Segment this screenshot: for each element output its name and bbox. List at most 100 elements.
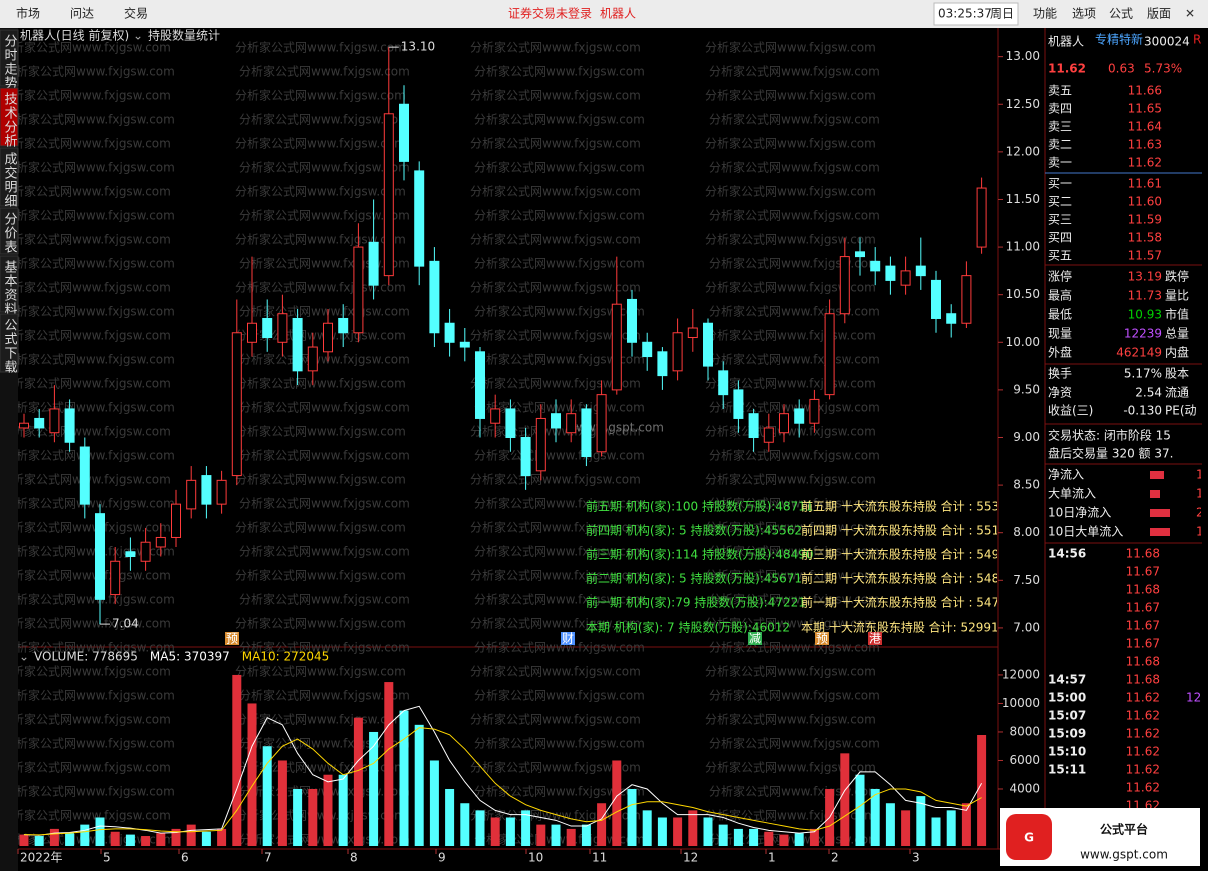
side-tab[interactable]: 分时走势	[2, 34, 18, 90]
quote-pct: 5.73%	[1144, 62, 1182, 76]
bid-label: 买五	[1048, 249, 1072, 263]
chart-layer: 13.10 7.04 前五期 机构(家):100 持股数(万股):48711前五期 …	[19, 40, 997, 846]
event-badge	[748, 632, 762, 645]
tool-item[interactable]: 版面	[1147, 7, 1171, 21]
event-marker[interactable]: 港	[869, 632, 881, 646]
candle-body	[627, 298, 637, 343]
candle-body	[855, 251, 865, 258]
stat-label: 内盘	[1165, 345, 1189, 360]
watermark: 分析家公式网www.fxjgsw.com	[0, 808, 171, 823]
candle-body	[19, 422, 29, 429]
candle-body	[399, 103, 409, 162]
side-tab[interactable]: 分价表	[2, 212, 18, 254]
watermark: 分析家公式网www.fxjgsw.com	[235, 712, 406, 727]
candle-body	[581, 408, 592, 458]
volume-bar	[597, 803, 607, 846]
tick-time: 15:07	[1048, 709, 1086, 723]
side-tab-bg[interactable]	[0, 87, 19, 147]
side-tab[interactable]: 技术分析	[2, 92, 18, 148]
stat-label: 股本	[1165, 367, 1189, 381]
candle-body	[353, 246, 364, 334]
y-tick-label: 12.50	[1006, 97, 1040, 111]
event-marker[interactable]: 财	[562, 632, 574, 646]
watermark: 分析家公式网www.fxjgsw.com	[470, 328, 641, 343]
menu-item[interactable]: 市场	[16, 6, 40, 21]
candle-body	[748, 413, 759, 438]
watermark: 分析家公式网www.fxjgsw.com	[470, 568, 641, 583]
candle-body	[110, 560, 121, 596]
ask-label: 卖一	[1048, 156, 1072, 170]
watermark: 分析家公式网www.fxjgsw.com	[474, 592, 645, 607]
holding-institution: 前三期 机构(家):114 持股数(万股):48490	[586, 547, 814, 562]
tick-price: 11.68	[1126, 673, 1160, 687]
tool-item[interactable]: 功能	[1033, 7, 1057, 21]
volume-bar	[80, 824, 90, 846]
y-tick-label: 6000	[1009, 753, 1040, 767]
candle-body	[79, 446, 90, 505]
close-icon[interactable]: ✕	[1185, 7, 1195, 21]
volume-bar	[703, 817, 713, 846]
watermark: 分析家公式网www.fxjgsw.com	[235, 520, 406, 535]
volume-bar	[627, 788, 637, 846]
indicator-icon: ⌄	[133, 29, 143, 43]
event-marker[interactable]: 预	[816, 632, 828, 646]
side-tab-bg[interactable]	[0, 29, 19, 87]
ask-label: 卖五	[1048, 84, 1072, 98]
side-tab-bg[interactable]	[0, 207, 19, 255]
watermark: 分析家公式网www.fxjgsw.com	[239, 160, 410, 175]
watermark: 分析家公式网www.fxjgsw.com	[470, 184, 641, 199]
candle-body	[809, 398, 820, 424]
volume-bar	[840, 753, 850, 846]
side-tab[interactable]: 基本资料	[2, 260, 18, 316]
bid-price: 11.57	[1128, 249, 1162, 263]
stat-label: 换手	[1048, 367, 1072, 381]
watermark: 分析家公式网www.fxjgsw.com	[705, 712, 876, 727]
y-tick-label: 9.00	[1013, 430, 1040, 444]
quote-tag: 专精特新	[1095, 32, 1143, 47]
ask-label: 卖二	[1048, 138, 1072, 152]
candle-body	[292, 317, 303, 372]
volume-bar	[201, 831, 211, 846]
watermark: 分析家公式网www.fxjgsw.com	[4, 496, 175, 511]
event-marker[interactable]: 减	[749, 632, 761, 646]
event-badge	[868, 632, 882, 645]
tick-time: 15:00	[1048, 691, 1086, 705]
watermark: 分析家公式网www.fxjgsw.com	[239, 208, 410, 223]
candle-body	[186, 479, 197, 510]
side-tab-bg[interactable]	[0, 147, 19, 207]
menu-item[interactable]: 交易	[124, 6, 148, 21]
watermark: 分析家公式网www.fxjgsw.com	[470, 664, 641, 679]
watermark: 分析家公式网www.fxjgsw.com	[705, 88, 876, 103]
volume-bar	[156, 833, 166, 846]
volume-bar	[779, 834, 789, 846]
side-tab[interactable]: 公式下载	[2, 318, 18, 374]
watermark: 分析家公式网www.fxjgsw.com	[239, 448, 410, 463]
candle-body	[216, 479, 227, 505]
watermark: 分析家公式网www.fxjgsw.com	[705, 520, 876, 535]
volume-bar	[247, 703, 257, 846]
tool-item[interactable]: 选项	[1072, 7, 1096, 21]
watermark: 分析家公式网www.fxjgsw.com	[235, 568, 406, 583]
watermark: 分析家公式网www.fxjgsw.com	[239, 304, 410, 319]
side-tab-bg[interactable]	[0, 255, 19, 313]
watermark: 分析家公式网www.fxjgsw.com	[709, 304, 880, 319]
watermark-layer: 分析家公式网www.fxjgsw.com 分析家公式网www.fxjgsw.com…	[0, 40, 880, 847]
tool-item[interactable]: 公式	[1109, 7, 1133, 21]
event-marker[interactable]: 预	[226, 632, 238, 646]
stat-label: 收益(三)	[1048, 404, 1093, 418]
y-tick-label: 7.00	[1013, 620, 1040, 634]
watermark: 分析家公式网www.fxjgsw.com	[0, 280, 171, 295]
watermark: 分析家公式网www.fxjgsw.com	[235, 760, 406, 775]
watermark: 分析家公式网www.fxjgsw.com	[705, 472, 876, 487]
menu-item[interactable]: 问达	[70, 7, 94, 21]
logo-name: 公式平台	[1100, 822, 1148, 837]
volume-bar	[855, 774, 865, 846]
watermark: 分析家公式网www.fxjgsw.com	[705, 424, 876, 439]
watermark: 分析家公式网www.fxjgsw.com	[4, 160, 175, 175]
tick-price: 11.68	[1126, 583, 1160, 597]
side-tab-bg[interactable]	[0, 313, 19, 373]
stat-label: 最低	[1048, 308, 1072, 322]
side-tab[interactable]: 成交明细	[2, 152, 18, 208]
watermark: 分析家公式网www.fxjgsw.com	[474, 64, 645, 79]
flow-label: 10日大单流入	[1048, 525, 1123, 539]
